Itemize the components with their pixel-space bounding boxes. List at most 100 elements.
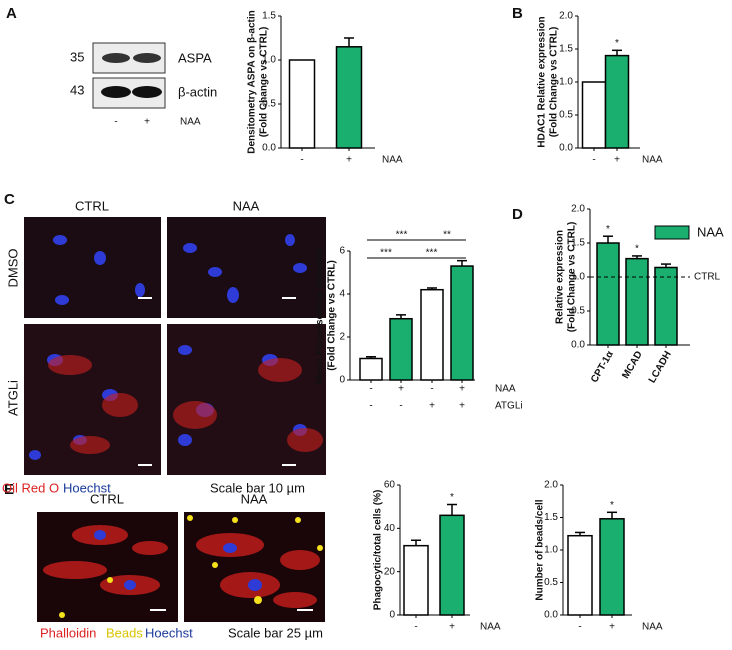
x-tick-label: + <box>614 155 620 166</box>
mw-label: 43 <box>70 82 84 97</box>
y-axis-label: (Fold Change vs CTRL) <box>549 27 560 138</box>
significance: *** <box>380 248 392 259</box>
significance: ** <box>443 230 451 241</box>
panel-letter: A <box>6 5 17 22</box>
legend-swatch <box>654 225 690 240</box>
y-tick-label: 0 <box>389 610 395 621</box>
lane-label: + <box>144 117 150 128</box>
scale-label: Scale bar 25 µm <box>228 625 323 640</box>
y-tick-label: 2 <box>339 332 345 343</box>
x-tick-label: + <box>346 155 352 166</box>
y-tick-label: 2.0 <box>559 11 573 22</box>
y-axis-label: Relative expression <box>555 230 566 324</box>
bar <box>403 544 429 616</box>
column-label: CTRL <box>75 198 109 213</box>
y-tick-label: 0.5 <box>571 306 585 317</box>
y-tick-label: 1.5 <box>544 512 558 523</box>
bar <box>596 242 620 346</box>
bar <box>604 54 630 149</box>
bar <box>420 288 444 381</box>
x-tick-label: - <box>369 384 372 395</box>
panel-letter: D <box>512 206 523 223</box>
y-tick-label: 0.0 <box>544 610 558 621</box>
column-label: NAA <box>233 198 260 213</box>
lane-label: - <box>114 117 117 128</box>
y-axis-label: Phagocytic/total cells (%) <box>373 490 384 611</box>
y-tick-label: 0.5 <box>559 110 573 121</box>
x-axis-label: NAA <box>382 155 403 166</box>
reference-label: CTRL <box>694 272 721 283</box>
y-tick-label: 40 <box>384 523 396 534</box>
y-tick-label: 0.5 <box>262 99 276 110</box>
x-tick-label: - <box>578 622 581 633</box>
x-row-label: NAA <box>495 384 516 395</box>
significance: * <box>450 492 454 503</box>
stain-label: Hoechst <box>63 480 111 495</box>
bar <box>335 46 363 149</box>
micrograph <box>37 512 325 622</box>
bar <box>599 518 625 616</box>
y-tick-label: 1.5 <box>559 44 573 55</box>
x-tick-label: LCADH <box>647 349 674 385</box>
y-axis-label: Number of beads/cell <box>535 499 546 600</box>
stain-label: Phalloidin <box>40 625 96 640</box>
y-tick-label: 0.0 <box>559 143 573 154</box>
y-tick-label: 0.0 <box>571 340 585 351</box>
y-tick-label: 20 <box>384 566 396 577</box>
y-tick-label: 60 <box>384 480 396 491</box>
y-tick-label: 0 <box>339 375 345 386</box>
column-label: NAA <box>241 491 268 506</box>
x-axis-label: NAA <box>642 155 663 166</box>
bar <box>450 265 474 381</box>
y-tick-label: 2.0 <box>571 204 585 215</box>
x-tick-label: - <box>399 401 402 412</box>
significance: * <box>610 500 614 511</box>
x-row-label: ATGLi <box>495 401 523 412</box>
scale-label: Scale bar 10 µm <box>210 480 305 495</box>
band-label: ASPA <box>178 50 212 65</box>
column-label: CTRL <box>90 491 124 506</box>
treatment-label: NAA <box>180 117 201 128</box>
stain-label: Hoechst <box>145 625 193 640</box>
band-label: β-actin <box>178 84 217 99</box>
significance: * <box>615 38 619 49</box>
x-tick-label: - <box>369 401 372 412</box>
y-axis-label: Densitometry ASPA on β-actin <box>247 10 258 154</box>
significance: *** <box>426 248 438 259</box>
panel-letter: C <box>4 191 15 208</box>
y-tick-label: 0.5 <box>544 577 558 588</box>
x-axis-label: NAA <box>642 622 663 633</box>
y-tick-label: 2.0 <box>544 480 558 491</box>
y-tick-label: 1.5 <box>571 238 585 249</box>
panel-letter: E <box>4 481 14 498</box>
x-tick-label: - <box>300 155 303 166</box>
x-tick-label: + <box>609 622 615 633</box>
y-tick-label: 1.5 <box>262 11 276 22</box>
bar <box>625 257 649 346</box>
bar <box>567 534 593 616</box>
bar <box>581 81 607 149</box>
x-tick-label: - <box>592 155 595 166</box>
y-axis-label: (Fold Change vs CTRL) <box>327 260 338 371</box>
y-axis-label: Mean Fluorescence Intensity <box>315 247 326 384</box>
x-tick-label: MCAD <box>620 349 645 380</box>
significance: * <box>606 224 610 235</box>
x-tick-label: - <box>414 622 417 633</box>
x-tick-label: + <box>459 384 465 395</box>
y-tick-label: 6 <box>339 246 345 257</box>
stain-label: Oil Red O <box>2 480 59 495</box>
y-tick-label: 1.0 <box>559 77 573 88</box>
x-tick-label: - <box>430 384 433 395</box>
x-tick-label: + <box>398 384 404 395</box>
significance: *** <box>396 230 408 241</box>
row-label: DMSO <box>5 249 20 288</box>
panel-letter: B <box>512 5 523 22</box>
micrograph <box>24 217 326 475</box>
x-tick-label: CPT-1α <box>589 349 616 385</box>
y-axis-label: HDAC1 Relative expression <box>537 16 548 147</box>
x-tick-label: + <box>449 622 455 633</box>
bar <box>288 59 316 149</box>
y-axis-label: (Fold Change vs CTRL) <box>259 27 270 138</box>
bar <box>389 317 413 381</box>
